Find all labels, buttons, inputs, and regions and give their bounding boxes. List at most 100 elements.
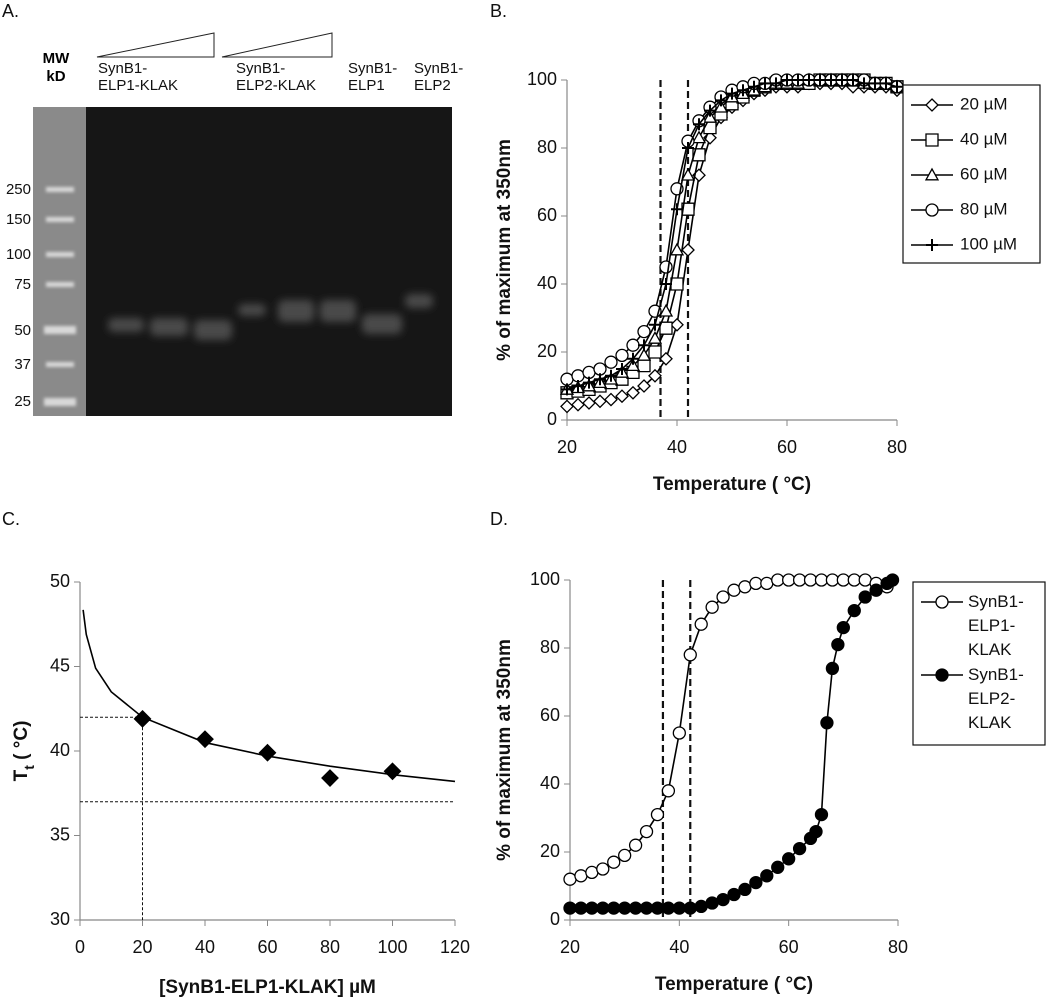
x-tick-label: 60: [777, 437, 797, 457]
marker: [847, 74, 859, 86]
marker: [638, 339, 650, 352]
marker: [925, 133, 939, 147]
gradient-wedge: [221, 32, 333, 58]
marker: [703, 120, 717, 135]
legend-box: [902, 84, 1041, 264]
marker: [749, 576, 763, 591]
marker: [858, 77, 870, 90]
mw-label: MW kD: [42, 50, 70, 85]
y-tick-label: 0: [550, 909, 560, 929]
x-tick-label: 120: [440, 937, 470, 957]
marker: [583, 376, 595, 389]
marker: [648, 368, 662, 383]
marker: [683, 901, 697, 915]
marker: [628, 838, 643, 852]
y-tick-label: 30: [50, 909, 70, 929]
lane-label: SynB1-ELP2: [414, 60, 464, 94]
marker: [650, 807, 665, 822]
marker: [659, 260, 673, 274]
marker: [749, 875, 763, 890]
marker: [672, 901, 686, 915]
marker: [572, 380, 584, 392]
marker: [607, 901, 621, 915]
y-axis-label: Tt ( °C): [11, 721, 37, 782]
marker: [605, 369, 617, 382]
marker: [594, 373, 606, 386]
series-line: [566, 79, 898, 391]
marker: [593, 394, 607, 409]
marker: [582, 396, 596, 410]
marker: [660, 278, 672, 290]
marker: [771, 860, 785, 874]
y-tick-label: 60: [537, 205, 557, 225]
marker: [694, 617, 708, 631]
panel-label: B.: [490, 1, 507, 21]
marker: [809, 824, 823, 839]
y-tick-label: 35: [50, 824, 70, 844]
ladder-bands: [44, 187, 76, 406]
marker: [670, 317, 684, 332]
marker: [682, 142, 694, 154]
marker: [680, 167, 696, 181]
y-axis-label: % of maximum at 350nm: [494, 139, 515, 361]
marker: [615, 348, 629, 363]
y-axis-label-unit: ( °C): [11, 721, 32, 766]
marker: [792, 573, 807, 587]
marker: [760, 576, 774, 591]
y-tick-label: 20: [537, 341, 557, 361]
x-tick-label: 20: [557, 437, 577, 457]
lane-label: SynB1-ELP2-KLAK: [236, 60, 317, 94]
lane-label: SynB1-ELP1-KLAK: [98, 60, 179, 94]
marker: [627, 352, 639, 365]
marker: [196, 730, 214, 749]
marker: [781, 74, 793, 86]
mw-marker: 75: [14, 276, 31, 293]
x-tick-label: 20: [560, 937, 580, 957]
marker: [935, 668, 949, 682]
series-line: [566, 79, 898, 391]
marker: [704, 104, 716, 117]
marker: [658, 303, 674, 317]
marker: [626, 385, 640, 400]
marker: [738, 580, 752, 594]
marker: [383, 762, 402, 781]
marker: [693, 118, 705, 131]
panel-label: D.: [490, 509, 508, 529]
marker: [891, 80, 903, 93]
legend-label: 40 µM: [960, 129, 1008, 148]
y-tick-label: 100: [527, 69, 557, 89]
marker: [738, 882, 752, 897]
marker: [647, 331, 663, 344]
marker: [858, 573, 872, 587]
lane-label-box: SynB1-ELP2-KLAK: [236, 60, 317, 94]
marker: [759, 77, 771, 90]
marker: [618, 848, 632, 863]
marker: [625, 358, 641, 372]
marker: [770, 77, 782, 90]
marker: [694, 899, 708, 914]
marker-lane: [33, 107, 87, 416]
marker: [669, 242, 685, 256]
marker: [321, 769, 339, 787]
marker: [869, 583, 883, 597]
marker: [924, 167, 940, 181]
marker: [705, 600, 719, 614]
marker: [825, 74, 837, 86]
marker: [792, 841, 807, 856]
marker: [713, 99, 729, 113]
x-tick-label: 60: [779, 937, 799, 957]
marker: [596, 901, 610, 915]
series-line: [566, 79, 898, 380]
legend-label-box: SynB1-ELP2-KLAK: [968, 665, 1024, 732]
lane-label: SynB1-ELP1: [348, 60, 398, 94]
mw-marker: 37: [14, 356, 31, 373]
marker: [639, 824, 654, 839]
mw-marker: 150: [6, 211, 31, 228]
marker: [683, 648, 697, 662]
series-line: [566, 79, 898, 394]
marker: [563, 872, 577, 886]
marker: [659, 351, 673, 366]
marker: [691, 130, 707, 144]
marker: [616, 363, 628, 375]
legend-label: SynB1-ELP2-KLAK: [968, 665, 1024, 732]
